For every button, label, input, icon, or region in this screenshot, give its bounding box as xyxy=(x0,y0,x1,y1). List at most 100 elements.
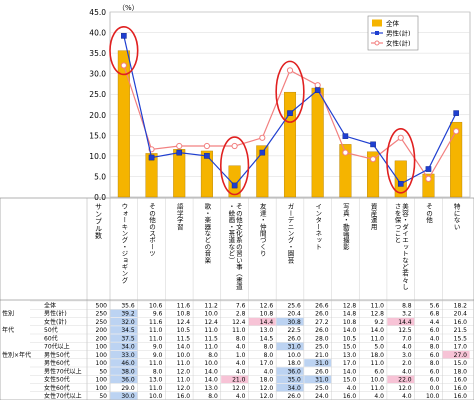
table-cell: 26.0 xyxy=(315,368,329,375)
table-cell: 13.0 xyxy=(260,327,274,334)
cell-highlight xyxy=(110,350,138,359)
row-sample-count: 100 xyxy=(96,344,108,351)
point-male xyxy=(287,110,293,116)
category-label-text: ガーデニング・園芸 xyxy=(286,203,294,265)
cell-highlight xyxy=(110,367,138,375)
table-cell: 9.0 xyxy=(153,344,163,351)
bar-total xyxy=(422,173,435,198)
table-cell: 32.0 xyxy=(121,319,135,326)
table-cell: 22.0 xyxy=(398,377,412,384)
point-male xyxy=(425,166,432,172)
cell-highlight xyxy=(442,350,470,359)
table-cell: 13.0 xyxy=(204,385,218,392)
point-female xyxy=(342,149,349,156)
row-label: 女性70代以上 xyxy=(44,392,82,400)
point-male xyxy=(397,181,404,187)
table-cell: 12.0 xyxy=(177,368,191,375)
row-label: 男性70代以上 xyxy=(44,367,82,375)
table-cell: 12.4 xyxy=(232,319,246,326)
row-sample-count: 50 xyxy=(99,393,107,400)
row-sample-count: 100 xyxy=(96,352,108,359)
table-row: 30.0 10.0 16.0 8.0 4.0 12.0 26.0 24.0 16.0 4.0 4.0… xyxy=(30,391,474,400)
cell-highlight xyxy=(110,317,138,326)
table-cell: 5.0 xyxy=(374,344,384,351)
table-cell: 29.0 xyxy=(121,385,135,392)
table-cell: 7.0 xyxy=(402,335,412,342)
row-group-label: 性別×年代 xyxy=(2,351,31,359)
table-cell: 34.0 xyxy=(121,344,135,351)
cell-highlight xyxy=(110,334,138,342)
cell-highlight xyxy=(304,359,332,367)
table-cell: 22.5 xyxy=(287,327,301,334)
table-row: 35.6 10.6 11.6 11.2 7.6 12.6 25.6 26.6 12.8 11.0 8… xyxy=(30,300,474,309)
table-cell: 14.5 xyxy=(260,335,274,342)
point-female xyxy=(286,67,294,74)
table-cell: 35.6 xyxy=(121,302,135,309)
point-male xyxy=(370,141,376,148)
row-sample-count: 100 xyxy=(96,377,108,384)
table-cell: 4.4 xyxy=(430,319,440,326)
table-cell: 37.5 xyxy=(121,335,135,342)
table-cell: 14.0 xyxy=(177,344,191,351)
table-cell: 11.6 xyxy=(177,302,191,309)
table-cell: 10.5 xyxy=(343,335,357,342)
table-cell: 8.0 xyxy=(430,360,440,367)
table-cell: 12.5 xyxy=(398,327,412,334)
category-label: ウォーキング・ジョギング xyxy=(120,203,128,284)
cell-highlight xyxy=(110,375,138,384)
table-cell: 31.0 xyxy=(287,344,301,351)
table-cell: 3.2 xyxy=(402,311,412,318)
category-label-text: ・絵画・茶道など） xyxy=(227,203,235,263)
legend-marker-circle xyxy=(374,40,380,46)
cell-highlight xyxy=(221,375,249,384)
y-tick-label: 35.0 xyxy=(89,49,106,58)
row-label: 女性(計) xyxy=(44,318,67,326)
row-label: 女性60代 xyxy=(44,384,70,392)
table-row: 29.0 11.0 12.0 13.0 12.0 12.0 34.0 25.0 4.0 11.0 1… xyxy=(30,383,474,392)
table-cell: 10.0 xyxy=(287,352,301,359)
point-female xyxy=(369,156,377,163)
table-cell: 10.0 xyxy=(149,393,163,400)
table-cell: 3.0 xyxy=(402,352,412,359)
y-tick-label: 10.0 xyxy=(89,152,106,161)
row-label: 男性(計) xyxy=(44,310,67,318)
table-cell: 11.0 xyxy=(149,335,163,342)
table-cell: 11.0 xyxy=(371,335,385,342)
y-tick-label: 20.0 xyxy=(89,111,106,120)
table-cell: 10.8 xyxy=(260,311,274,318)
table-cell: 6.0 xyxy=(430,377,440,384)
table-cell: 6.8 xyxy=(430,311,440,318)
table-cell: 30.0 xyxy=(121,393,135,400)
category-label-text: インターネット xyxy=(314,203,322,250)
point-male xyxy=(231,182,238,189)
category-label-text: 語学学習 xyxy=(175,202,183,231)
table-row: 33.0 9.0 10.0 8.0 1.0 8.0 10.0 21.0 13.0 18.0 3.0 6… xyxy=(2,350,474,359)
table-cell: 11.0 xyxy=(232,327,246,334)
row-sample-count: 500 xyxy=(96,302,108,309)
legend-label: 女性(計) xyxy=(386,39,411,48)
table-cell: 10.0 xyxy=(426,393,440,400)
cell-highlight xyxy=(110,359,138,367)
row-sample-count: 100 xyxy=(96,360,108,367)
y-tick-label: 5.0 xyxy=(94,172,106,181)
row-sample-count: 200 xyxy=(96,327,108,334)
table-cell: 14.0 xyxy=(343,327,357,334)
table-cell: 12.6 xyxy=(260,302,274,309)
table-cell: 4.0 xyxy=(264,368,274,375)
table-cell: 25.0 xyxy=(315,385,329,392)
table-row: 37.5 11.0 11.5 11.5 8.0 14.5 26.0 28.0 10.5 11.0 7… xyxy=(30,333,474,342)
category-label: インターネット xyxy=(314,203,322,250)
category-label-text: 美容・ダイエットなど若々し xyxy=(401,202,409,290)
table-cell: 14.4 xyxy=(398,319,412,326)
point-male xyxy=(342,133,349,139)
table-cell: 39.2 xyxy=(121,311,135,318)
category-label-text: その他 xyxy=(424,203,432,224)
table-cell: 6.0 xyxy=(374,368,384,375)
category-label: 写真・動画撮影 xyxy=(341,203,349,251)
table-cell: 18.0 xyxy=(260,377,274,384)
table-cell: 10.0 xyxy=(204,360,218,367)
table-cell: 8.0 xyxy=(153,368,163,375)
table-cell: 2.0 xyxy=(402,360,412,367)
table-cell: 11.5 xyxy=(177,335,191,342)
